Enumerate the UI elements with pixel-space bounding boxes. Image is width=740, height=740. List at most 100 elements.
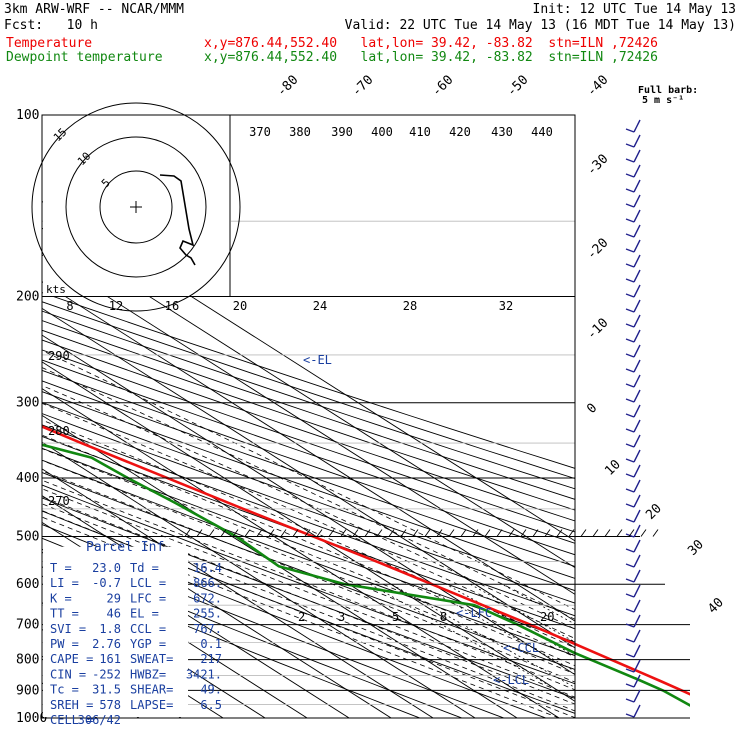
isotherm-label: -70 [349, 73, 376, 100]
wind-barb-staff [633, 704, 641, 718]
wind-barb-flag [625, 668, 635, 673]
temperature-profile [42, 115, 690, 718]
parcel-field-value: 0.1 [200, 637, 222, 651]
parcel-field-label: Tc = [50, 683, 79, 697]
wind-barb-staff [633, 449, 641, 463]
tick-mark [544, 529, 551, 537]
wind-barb-staff [633, 209, 641, 223]
level-annotation: <-CCL [503, 641, 539, 655]
isotherm-line [42, 441, 476, 718]
parcel-field-label: CIN = [50, 667, 86, 681]
wind-barb-flag [625, 173, 635, 178]
tick-mark [532, 529, 539, 537]
parcel-field-label: LAPSE= [130, 698, 173, 712]
parcel-field-value: 16.4 [193, 561, 222, 575]
parcel-field-label: Td = [130, 561, 159, 575]
wind-barb-flag [625, 608, 635, 613]
isotherm-label: 20 [643, 501, 665, 523]
tick-mark [652, 529, 659, 537]
wind-barb-staff [633, 479, 641, 493]
wind-barb-flag [625, 413, 635, 418]
dry-adiabat [42, 310, 575, 490]
wind-barb-flag [625, 323, 635, 328]
wind-barb-staff [633, 629, 641, 643]
isotherm-label: -50 [504, 73, 531, 100]
moist-adiabat [42, 496, 575, 705]
wind-barb-flag [625, 278, 635, 283]
wind-barb-flag [625, 233, 635, 238]
tick-mark [316, 529, 323, 537]
parcel-field-value: 46 [107, 607, 121, 621]
parcel-field-value: 1.8 [99, 622, 121, 636]
wind-barb-flag [625, 338, 635, 343]
tick-mark [580, 529, 587, 537]
wind-barb-staff [633, 659, 641, 673]
tick-mark [400, 529, 407, 537]
tick-mark [460, 529, 467, 537]
parcel-field-value: 767. [193, 622, 222, 636]
parcel-field-label: EL = [130, 607, 159, 621]
mixing-ratio-label: 5 [392, 610, 399, 624]
pressure-tick-label: 200 [16, 290, 39, 305]
parcel-field-label: K = [50, 591, 72, 605]
tick-mark [208, 529, 215, 537]
wind-barb-flag [625, 503, 635, 508]
hodograph-ring [99, 170, 173, 244]
dry-adiabat [42, 413, 575, 604]
parcel-field-label: SWEAT= [130, 652, 173, 666]
storm-speed-label: 32 [499, 299, 513, 313]
wind-barb-flag [625, 428, 635, 433]
parcel-field-label: SVI = [50, 622, 86, 636]
init-time: Init: 12 UTC Tue 14 May 13 [532, 2, 737, 17]
parcel-info-title: Parcel Inf [86, 540, 164, 555]
wind-barb-flag [625, 593, 635, 598]
wind-barb-flag [625, 488, 635, 493]
tick-mark [292, 529, 299, 537]
isotherm-label: -10 [584, 316, 611, 343]
theta-label: 370 [249, 125, 271, 139]
parcel-field-value: 578 [99, 698, 121, 712]
tick-mark [340, 529, 347, 537]
wind-barb-flag [625, 158, 635, 163]
isotherm-label: -30 [584, 152, 611, 179]
parcel-field-value: 49. [200, 683, 222, 697]
wind-barb-staff [633, 554, 641, 568]
parcel-field-value: 2.76 [92, 637, 121, 651]
parcel-field-label: SREH = [50, 698, 93, 712]
wind-barb-flag [625, 443, 635, 448]
wind-barb-flag [625, 128, 635, 133]
wind-barb-flag [625, 548, 635, 553]
tick-mark [520, 529, 527, 537]
tick-mark [472, 529, 479, 537]
wind-barb-staff [633, 164, 641, 178]
dry-adiabat [42, 292, 575, 469]
wind-barb-staff [633, 404, 641, 418]
dry-adiabat [42, 320, 575, 500]
theta-label: 400 [371, 125, 393, 139]
level-annotation: <-LFC [456, 606, 492, 620]
pressure-tick-label: 900 [16, 683, 39, 698]
wind-barb-staff [633, 149, 641, 163]
wind-barb-flag [625, 638, 635, 643]
parcel-field-value: 31.5 [92, 683, 121, 697]
wind-barb-flag [625, 473, 635, 478]
theta-left-label: 270 [48, 494, 70, 508]
tick-mark [448, 529, 455, 537]
wind-barb-staff [633, 599, 641, 613]
wind-barb-staff [633, 464, 641, 478]
wind-barb-flag [625, 398, 635, 403]
dry-adiabat [42, 301, 575, 480]
tick-mark [412, 529, 419, 537]
parcel-field-label: CCL = [130, 622, 166, 636]
wind-barb-flag [625, 203, 635, 208]
parcel-field-label: TT = [50, 607, 79, 621]
parcel-field-label: SHEAR= [130, 683, 173, 697]
mixing-ratio-label: 3 [338, 610, 345, 624]
tick-mark [280, 529, 287, 537]
wind-barb-staff [633, 224, 641, 238]
tick-mark [556, 529, 563, 537]
tick-mark [304, 529, 311, 537]
tick-mark [508, 529, 515, 537]
wind-barb-staff [633, 179, 641, 193]
